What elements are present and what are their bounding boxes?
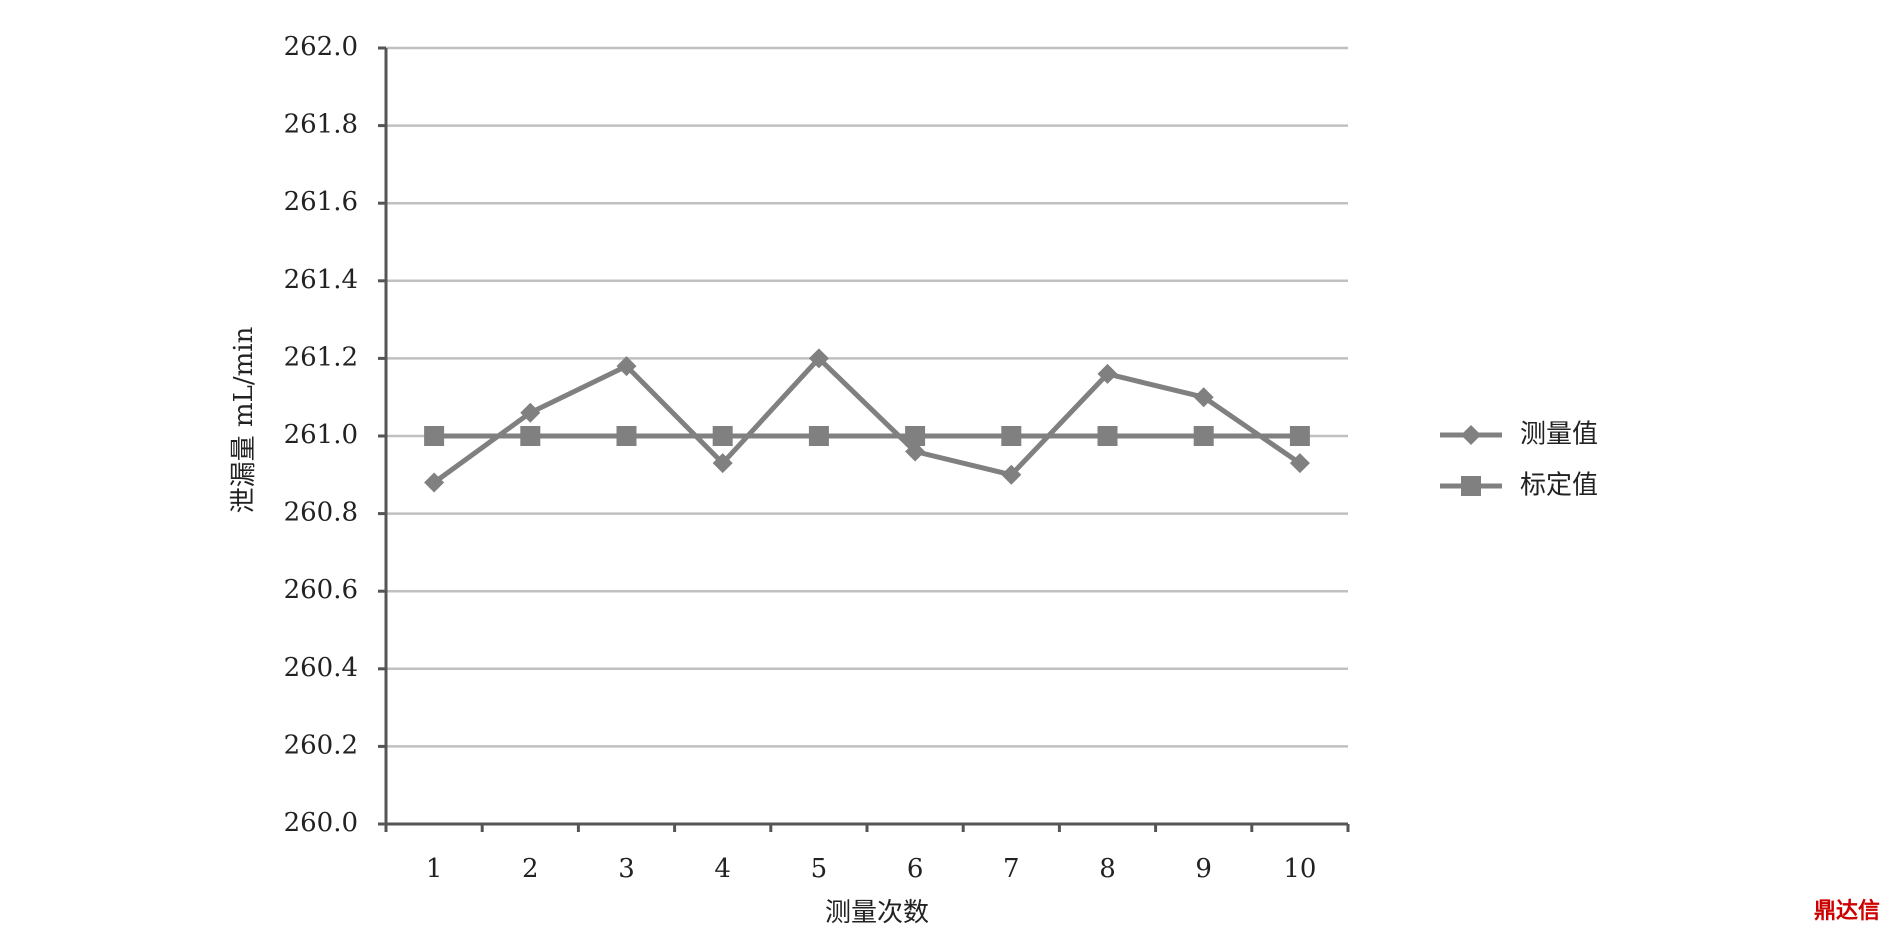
x-tick-label: 6 (907, 854, 924, 884)
x-tick-label: 9 (1195, 854, 1212, 884)
marker (616, 356, 637, 377)
marker (424, 426, 445, 446)
marker (1097, 426, 1118, 446)
y-axis-label: 泄漏量 mL/min (229, 326, 259, 513)
y-tick-label: 260.2 (284, 730, 358, 760)
marker (1461, 425, 1481, 445)
y-tick-label: 262.0 (284, 32, 358, 62)
y-tick-label: 260.0 (284, 808, 358, 838)
marker (1289, 453, 1310, 474)
marker (712, 453, 733, 474)
marker (616, 426, 637, 446)
marker (808, 348, 829, 369)
marker (1193, 426, 1214, 446)
marker (905, 441, 926, 462)
y-tick-label: 260.6 (284, 575, 358, 605)
x-tick-label: 4 (714, 854, 731, 884)
x-tick-label: 8 (1099, 854, 1116, 884)
marker (1289, 426, 1310, 446)
legend-label: 标定值 (1520, 471, 1598, 501)
watermark: 鼎达信 (1814, 898, 1880, 924)
y-tick-label: 261.8 (284, 110, 358, 140)
marker (520, 402, 541, 423)
marker (424, 472, 445, 493)
marker (712, 426, 733, 446)
marker (808, 426, 829, 446)
marker (1001, 464, 1022, 485)
y-tick-label: 260.4 (284, 653, 358, 683)
x-tick-label: 10 (1283, 854, 1316, 884)
marker (1461, 476, 1481, 496)
marker (1097, 363, 1118, 384)
y-tick-label: 261.6 (284, 187, 358, 217)
marker (520, 426, 541, 446)
x-tick-label: 1 (426, 854, 443, 884)
y-tick-label: 260.8 (284, 498, 358, 528)
x-tick-label: 7 (1003, 854, 1020, 884)
y-tick-label: 261.2 (284, 342, 358, 372)
y-tick-label: 261.0 (284, 420, 358, 450)
x-axis-label: 测量次数 (825, 898, 929, 928)
marker (1193, 387, 1214, 408)
marker (1001, 426, 1022, 446)
x-tick-label: 3 (618, 854, 635, 884)
marker (905, 426, 926, 446)
y-tick-label: 261.4 (284, 265, 358, 295)
legend-label: 测量值 (1520, 420, 1598, 450)
series-line (432, 354, 1302, 485)
x-tick-label: 2 (522, 854, 539, 884)
x-tick-label: 5 (811, 854, 828, 884)
